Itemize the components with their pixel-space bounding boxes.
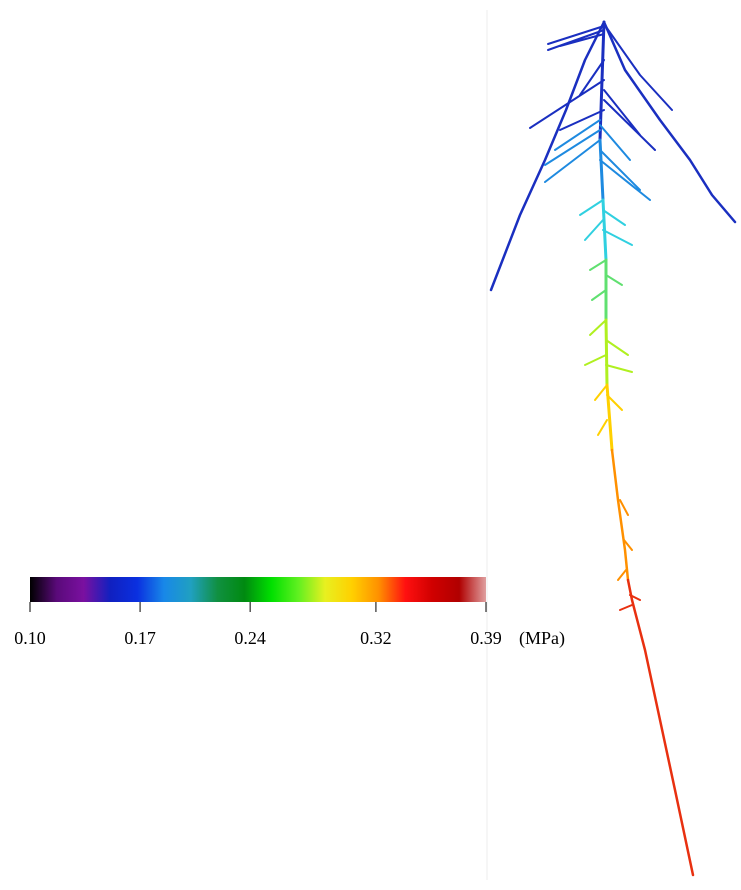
root-system [489, 20, 737, 877]
tick-label: 0.10 [14, 628, 46, 648]
tick-label: 0.17 [124, 628, 156, 648]
unit-label: (MPa) [519, 628, 565, 649]
tick-label: 0.24 [234, 628, 266, 648]
colorbar [30, 577, 486, 602]
tick-label: 0.39 [470, 628, 502, 648]
tick-label: 0.32 [360, 628, 392, 648]
